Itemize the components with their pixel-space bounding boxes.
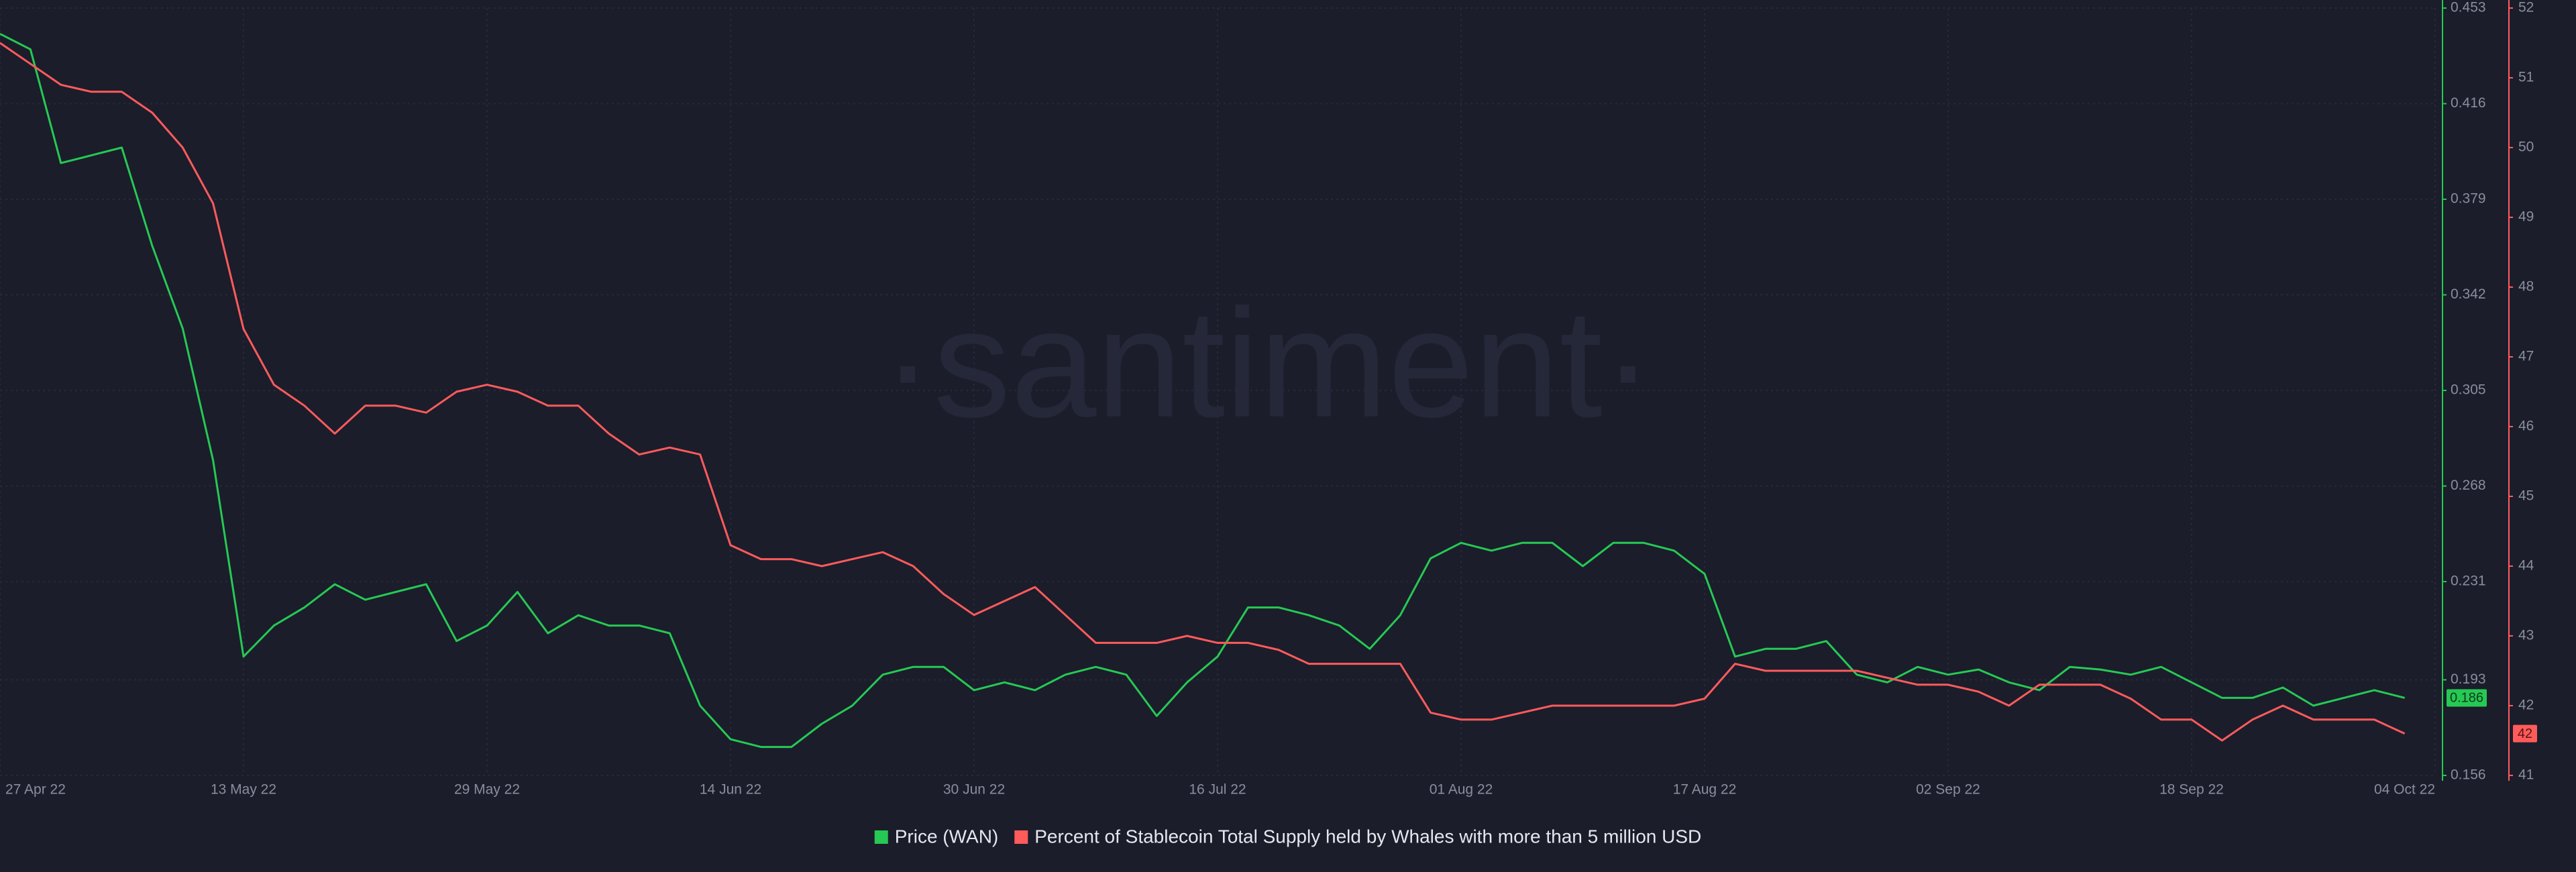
- y-tick-label: 0.379: [2451, 191, 2486, 207]
- y-tick-label: 0.453: [2451, 0, 2486, 15]
- x-tick-label: 30 Jun 22: [943, 782, 1005, 798]
- x-tick-label: 17 Aug 22: [1673, 782, 1737, 798]
- y2-tick-label: 51: [2518, 70, 2534, 85]
- y-tick-label: 0.268: [2451, 478, 2486, 493]
- y2-tick-label: 48: [2518, 279, 2534, 294]
- y2-tick-label: 41: [2518, 767, 2534, 783]
- y-tick-label: 0.156: [2451, 767, 2486, 783]
- y2-tick-label: 52: [2518, 0, 2534, 15]
- y-tick-label: 0.193: [2451, 671, 2486, 687]
- x-tick-label: 02 Sep 22: [1916, 782, 1980, 798]
- legend-label: Percent of Stablecoin Total Supply held …: [1034, 826, 1701, 847]
- x-tick-label: 18 Sep 22: [2159, 782, 2224, 798]
- y2-tick-label: 50: [2518, 140, 2534, 155]
- x-tick-label: 29 May 22: [454, 782, 520, 798]
- x-tick-label: 04 Oct 22: [2374, 782, 2435, 798]
- value-badge: [2447, 689, 2487, 707]
- x-tick-label: 27 Apr 22: [5, 782, 66, 798]
- value-label: 0.186: [2450, 691, 2483, 706]
- y-tick-label: 0.305: [2451, 382, 2486, 398]
- legend-label: Price (WAN): [895, 826, 999, 847]
- watermark: ·santiment·: [882, 277, 1654, 449]
- x-tick-label: 14 Jun 22: [700, 782, 761, 798]
- y-tick-label: 0.342: [2451, 286, 2486, 302]
- x-tick-label: 16 Jul 22: [1189, 782, 1246, 798]
- y2-tick-label: 44: [2518, 558, 2534, 574]
- x-tick-label: 13 May 22: [211, 782, 276, 798]
- value-label: 42: [2518, 726, 2532, 741]
- legend-swatch: [874, 830, 888, 844]
- y2-tick-label: 46: [2518, 419, 2534, 434]
- value-badge: [2513, 724, 2537, 743]
- y2-tick-label: 49: [2518, 209, 2534, 225]
- series-line: [0, 42, 2406, 742]
- x-tick-label: 01 Aug 22: [1430, 782, 1493, 798]
- y-tick-label: 0.231: [2451, 574, 2486, 589]
- y-tick-label: 0.416: [2451, 95, 2486, 111]
- y2-tick-label: 42: [2518, 698, 2534, 713]
- y2-tick-label: 47: [2518, 349, 2534, 364]
- y2-tick-label: 45: [2518, 488, 2534, 504]
- y2-tick-label: 43: [2518, 628, 2534, 643]
- legend-swatch: [1014, 830, 1028, 844]
- series-line: [0, 33, 2405, 749]
